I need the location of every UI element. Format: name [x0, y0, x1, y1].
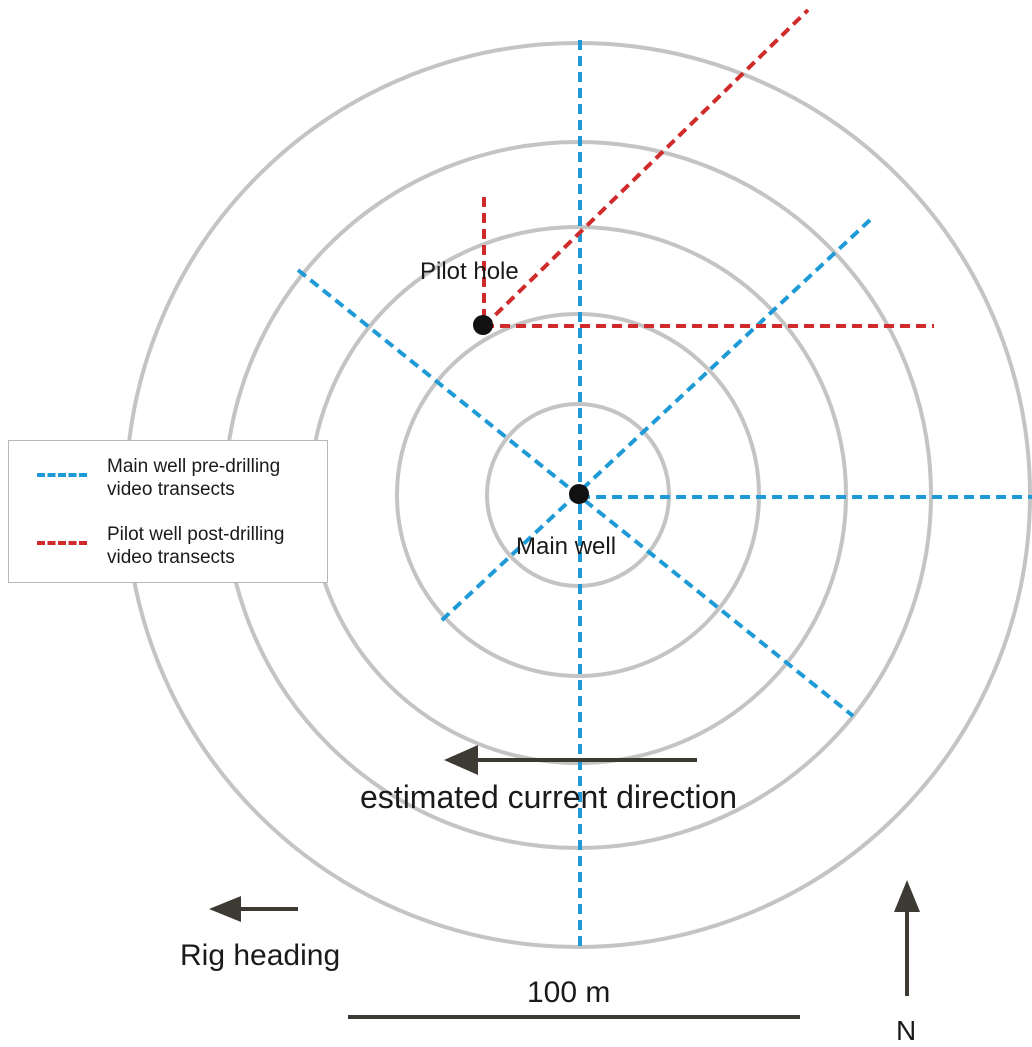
- legend-label-pilot-well: Pilot well post-drilling video transects: [107, 524, 285, 568]
- main-well-label: Main well: [516, 533, 616, 560]
- legend-swatch-pilot-well: [37, 541, 87, 545]
- pilot-hole-label: Pilot hole: [420, 258, 519, 285]
- rig-heading-arrow: [209, 896, 298, 922]
- rig-arrow-head: [209, 896, 241, 922]
- legend: Main well pre-drilling video transects P…: [8, 440, 328, 583]
- legend-item-main-well: Main well pre-drilling video transects: [9, 453, 327, 503]
- legend-label-main-well: Main well pre-drilling video transects: [107, 456, 281, 500]
- legend-swatch-main-well: [37, 473, 87, 477]
- pilot-well-transects: [482, 8, 934, 328]
- main-well-marker: [569, 484, 589, 504]
- current-direction-arrow: [444, 745, 697, 775]
- pilot-hole-marker: [473, 315, 493, 335]
- main-transect-northeast-southwest: [439, 218, 872, 623]
- current-direction-label: estimated current direction: [360, 779, 737, 815]
- current-arrow-head: [444, 745, 478, 775]
- north-label: N: [896, 1015, 916, 1046]
- pilot-transect-northeast: [482, 8, 810, 328]
- scale-bar-label: 100 m: [527, 976, 610, 1009]
- north-arrow-head: [894, 880, 920, 912]
- legend-item-pilot-well: Pilot well post-drilling video transects: [9, 521, 327, 571]
- north-arrow: [894, 880, 920, 996]
- rig-heading-label: Rig heading: [180, 939, 340, 972]
